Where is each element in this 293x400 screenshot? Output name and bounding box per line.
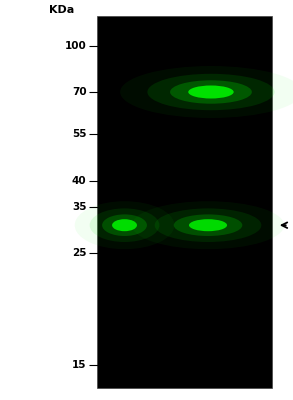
Text: 55: 55: [72, 129, 86, 139]
Ellipse shape: [189, 219, 227, 231]
Ellipse shape: [132, 201, 284, 249]
Ellipse shape: [102, 214, 147, 236]
Ellipse shape: [75, 201, 174, 249]
Ellipse shape: [188, 86, 234, 98]
Ellipse shape: [90, 208, 159, 242]
Ellipse shape: [170, 80, 252, 104]
Ellipse shape: [174, 214, 242, 236]
Text: 25: 25: [72, 248, 86, 258]
Text: 35: 35: [72, 202, 86, 212]
Text: 15: 15: [72, 360, 86, 370]
Text: B: B: [210, 3, 221, 17]
Ellipse shape: [120, 66, 293, 118]
Bar: [97, 16, 272, 388]
Text: KDa: KDa: [49, 5, 74, 15]
Text: 100: 100: [65, 41, 86, 51]
Ellipse shape: [155, 208, 261, 242]
Text: A: A: [134, 3, 144, 17]
Ellipse shape: [112, 219, 137, 231]
Ellipse shape: [147, 74, 275, 110]
Text: 40: 40: [72, 176, 86, 186]
Text: 70: 70: [72, 87, 86, 97]
